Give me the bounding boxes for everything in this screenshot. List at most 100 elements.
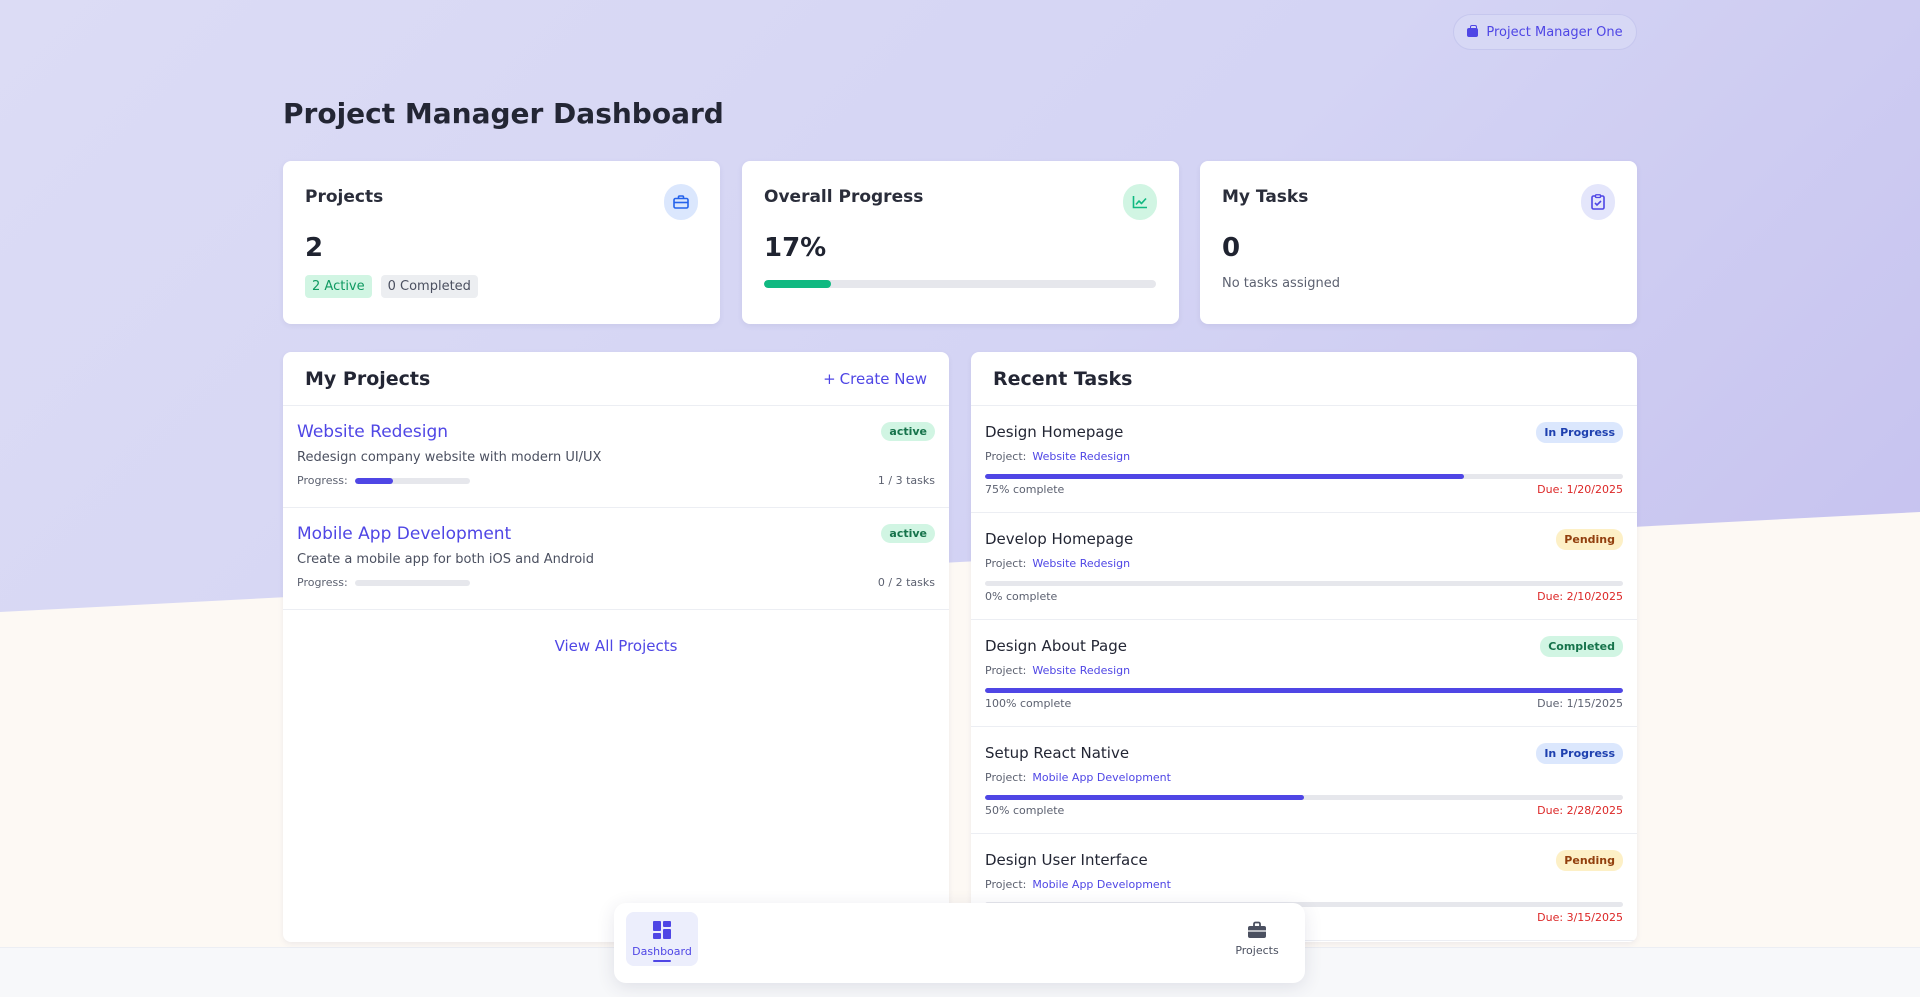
task-project-link[interactable]: Website Redesign xyxy=(1032,450,1131,463)
task-status-badge: Completed xyxy=(1540,636,1623,657)
no-tasks-text: No tasks assigned xyxy=(1222,276,1340,291)
clipboard-check-icon xyxy=(1581,184,1615,220)
completed-projects-tag: 0 Completed xyxy=(380,275,478,298)
task-project-link[interactable]: Mobile App Development xyxy=(1032,878,1171,891)
task-project-prefix: Project: xyxy=(985,664,1027,677)
active-projects-tag: 2 Active xyxy=(305,275,372,298)
line-chart-icon xyxy=(1123,184,1157,220)
task-project-line: Project: Website Redesign xyxy=(985,664,1623,677)
recent-tasks-title: Recent Tasks xyxy=(993,367,1133,390)
user-label: Project Manager One xyxy=(1486,24,1623,40)
task-status-badge: Pending xyxy=(1556,529,1623,550)
projects-stat-title: Projects xyxy=(305,187,384,207)
project-description: Redesign company website with modern UI/… xyxy=(297,450,602,465)
task-project-line: Project: Mobile App Development xyxy=(985,771,1623,784)
task-item[interactable]: Develop Homepage Pending Project: Website… xyxy=(971,513,1637,620)
task-project-link[interactable]: Mobile App Development xyxy=(1032,771,1171,784)
task-progress-fill xyxy=(985,474,1464,479)
overall-progress-fill xyxy=(764,280,831,288)
overall-progress-value: 17% xyxy=(764,233,827,263)
task-due-date: Due: 1/20/2025 xyxy=(1537,483,1623,496)
task-project-line: Project: Website Redesign xyxy=(985,557,1623,570)
projects-count: 2 xyxy=(305,233,324,263)
task-name: Design Homepage xyxy=(985,423,1124,441)
task-due-date: Due: 1/15/2025 xyxy=(1537,697,1623,710)
task-project-prefix: Project: xyxy=(985,557,1027,570)
my-projects-header: My Projects + Create New xyxy=(283,352,949,406)
nav-dashboard[interactable]: Dashboard xyxy=(626,912,698,966)
tasks-stat-title: My Tasks xyxy=(1222,187,1309,207)
create-new-label: Create New xyxy=(839,369,927,388)
my-projects-title: My Projects xyxy=(305,367,431,390)
task-project-line: Project: Mobile App Development xyxy=(985,878,1623,891)
user-menu-button[interactable]: Project Manager One xyxy=(1453,14,1637,50)
my-projects-panel: My Projects + Create New Website Redesig… xyxy=(283,352,949,942)
task-name: Setup React Native xyxy=(985,744,1130,762)
briefcase-icon xyxy=(664,184,698,220)
tasks-stat-card: My Tasks 0 No tasks assigned xyxy=(1200,161,1637,324)
task-project-link[interactable]: Website Redesign xyxy=(1032,557,1131,570)
view-all-projects-link[interactable]: View All Projects xyxy=(554,637,678,655)
task-status-badge: Pending xyxy=(1556,850,1623,871)
project-item[interactable]: Mobile App Development active Create a m… xyxy=(283,508,949,610)
task-project-line: Project: Website Redesign xyxy=(985,450,1623,463)
project-description: Create a mobile app for both iOS and And… xyxy=(297,552,595,567)
task-due-date: Due: 2/10/2025 xyxy=(1537,590,1623,603)
task-progress-bar xyxy=(985,902,1623,907)
project-item[interactable]: Website Redesign active Redesign company… xyxy=(283,406,949,508)
project-list: Website Redesign active Redesign company… xyxy=(283,406,949,610)
project-task-count: 0 / 2 tasks xyxy=(877,576,935,589)
create-new-button[interactable]: + Create New xyxy=(823,370,927,388)
active-indicator xyxy=(653,960,671,962)
task-status-badge: In Progress xyxy=(1536,743,1623,764)
project-status-badge: active xyxy=(881,524,935,543)
task-item[interactable]: Design Homepage In Progress Project: Webs… xyxy=(971,406,1637,513)
task-progress-text: 75% complete xyxy=(985,483,1065,496)
task-item[interactable]: Design About Page Completed Project: Webs… xyxy=(971,620,1637,727)
task-name: Develop Homepage xyxy=(985,530,1134,548)
recent-tasks-panel: Recent Tasks Design Homepage In Progress… xyxy=(971,352,1637,942)
task-progress-bar xyxy=(985,795,1623,800)
nav-projects[interactable]: Projects xyxy=(1221,912,1293,966)
recent-tasks-header: Recent Tasks xyxy=(971,352,1637,406)
nav-dashboard-label: Dashboard xyxy=(632,945,692,958)
overall-progress-bar xyxy=(764,280,1156,288)
project-progress-fill xyxy=(354,477,393,484)
briefcase-icon xyxy=(1248,921,1266,938)
task-progress-text: 100% complete xyxy=(985,697,1072,710)
project-name-link[interactable]: Mobile App Development xyxy=(297,524,512,544)
project-task-count: 1 / 3 tasks xyxy=(877,474,935,487)
dashboard-icon xyxy=(653,921,671,939)
progress-label: Progress: xyxy=(297,474,348,487)
task-progress-text: 0% complete xyxy=(985,590,1058,603)
task-progress-text: 50% complete xyxy=(985,804,1065,817)
nav-projects-label: Projects xyxy=(1235,944,1279,957)
project-progress-bar xyxy=(354,579,470,586)
task-name: Design About Page xyxy=(985,637,1127,655)
task-item[interactable]: Setup React Native In Progress Project: M… xyxy=(971,727,1637,834)
plus-icon: + xyxy=(823,369,836,388)
task-project-link[interactable]: Website Redesign xyxy=(1032,664,1131,677)
my-tasks-count: 0 xyxy=(1222,233,1241,263)
task-progress-fill xyxy=(985,795,1304,800)
progress-stat-card: Overall Progress 17% xyxy=(742,161,1179,324)
task-project-prefix: Project: xyxy=(985,450,1027,463)
bottom-navigation: Dashboard Projects xyxy=(614,903,1305,983)
task-due-date: Due: 2/28/2025 xyxy=(1537,804,1623,817)
briefcase-icon xyxy=(1467,24,1479,37)
project-progress-bar xyxy=(354,477,470,484)
task-progress-bar xyxy=(985,474,1623,479)
page-title: Project Manager Dashboard xyxy=(283,97,724,130)
task-status-badge: In Progress xyxy=(1536,422,1623,443)
task-progress-fill xyxy=(985,688,1623,693)
task-due-date: Due: 3/15/2025 xyxy=(1537,911,1623,924)
task-progress-bar xyxy=(985,688,1623,693)
task-name: Design User Interface xyxy=(985,851,1148,869)
projects-stat-card: Projects 2 2 Active 0 Completed xyxy=(283,161,720,324)
project-status-badge: active xyxy=(881,422,935,441)
task-list: Design Homepage In Progress Project: Webs… xyxy=(971,406,1637,941)
task-progress-bar xyxy=(985,581,1623,586)
task-project-prefix: Project: xyxy=(985,878,1027,891)
progress-label: Progress: xyxy=(297,576,348,589)
project-name-link[interactable]: Website Redesign xyxy=(297,422,449,442)
